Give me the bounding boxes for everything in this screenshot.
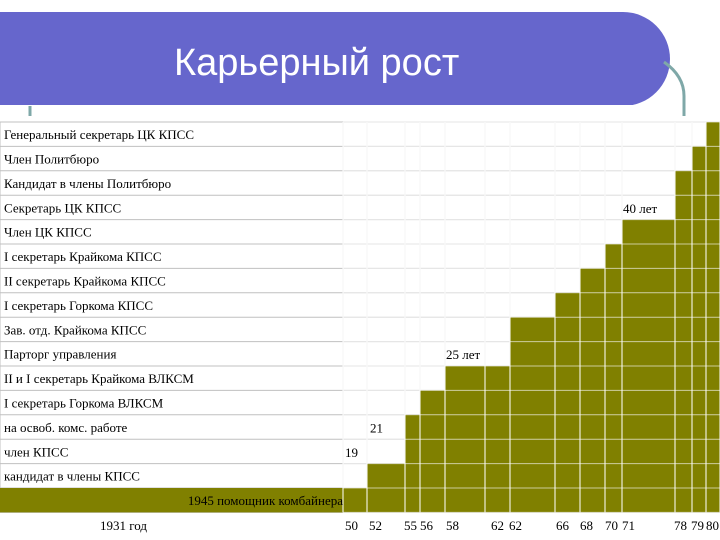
title-decoration <box>28 60 686 116</box>
x-tick-label: 66 <box>556 518 570 533</box>
row-label: I секретарь Горкома ВЛКСМ <box>4 395 164 410</box>
career-bar <box>580 268 720 293</box>
x-tick-label: 55 <box>404 518 417 533</box>
annotation-label: 25 лет <box>446 347 481 362</box>
career-bar <box>510 317 720 342</box>
annotation-layer: 40 лет 25 лет 21 19 <box>345 201 658 460</box>
page-title: Карьерный рост <box>174 42 460 84</box>
x-tick-label: 79 <box>691 518 704 533</box>
fill-layer <box>0 121 720 513</box>
career-bar <box>706 122 720 147</box>
row-label: Зав. отд. Крайкома КПСС <box>4 322 146 337</box>
career-bar <box>510 341 720 366</box>
row-label: I секретарь Горкома КПСС <box>4 298 153 313</box>
annotation-label: 40 лет <box>623 201 658 216</box>
row-label: II и I секретарь Крайкома ВЛКСМ <box>4 371 194 386</box>
row-label: Член ЦК КПСС <box>4 225 92 240</box>
row-label: Кандидат в члены Политбюро <box>4 176 171 191</box>
x-tick-label: 58 <box>446 518 459 533</box>
row-label: 1945 помощник комбайнера <box>188 493 343 508</box>
row-label: Парторг управления <box>4 347 116 362</box>
title-banner: Карьерный рост <box>0 12 670 107</box>
career-bar <box>0 488 720 513</box>
label-layer: Генеральный секретарь ЦК КПСС Член Политб… <box>4 127 343 508</box>
title-underline <box>0 105 636 107</box>
annotation-label: 21 <box>370 420 383 435</box>
row-label: Член Политбюро <box>4 151 99 166</box>
career-bar <box>675 170 720 196</box>
row-label: на освоб. комс. работе <box>4 420 128 435</box>
x-tick-label: 78 <box>674 518 687 533</box>
x-axis-labels: 1931 год 50 52 55 56 58 62 62 66 68 70 71 78 79 80 <box>100 518 719 533</box>
career-bar <box>445 366 720 391</box>
career-bar <box>405 439 720 464</box>
annotation-label: 19 <box>345 445 358 460</box>
right-deco-curve <box>663 60 686 116</box>
x-tick-label: 50 <box>345 518 358 533</box>
row-label: Секретарь ЦК КПСС <box>4 200 121 215</box>
x-tick-label: 1931 год <box>100 518 147 533</box>
career-bar <box>675 195 720 220</box>
row-label: II секретарь Крайкома КПСС <box>4 273 166 288</box>
x-tick-label: 52 <box>369 518 382 533</box>
career-bar <box>605 244 720 269</box>
row-label: I секретарь Крайкома КПСС <box>4 249 162 264</box>
career-bar <box>405 414 720 440</box>
row-label: кандидат в члены КПСС <box>4 469 140 484</box>
x-tick-label: 71 <box>622 518 635 533</box>
row-label: член КПСС <box>4 444 68 459</box>
x-tick-label: 56 <box>420 518 434 533</box>
x-tick-label: 62 <box>509 518 522 533</box>
career-bar <box>420 390 720 415</box>
career-bar <box>367 463 720 488</box>
x-tick-label: 70 <box>605 518 618 533</box>
x-tick-label: 62 <box>491 518 504 533</box>
career-bar <box>622 219 720 244</box>
row-label: Генеральный секретарь ЦК КПСС <box>4 127 194 142</box>
x-tick-label: 68 <box>580 518 593 533</box>
x-tick-label: 80 <box>706 518 719 533</box>
